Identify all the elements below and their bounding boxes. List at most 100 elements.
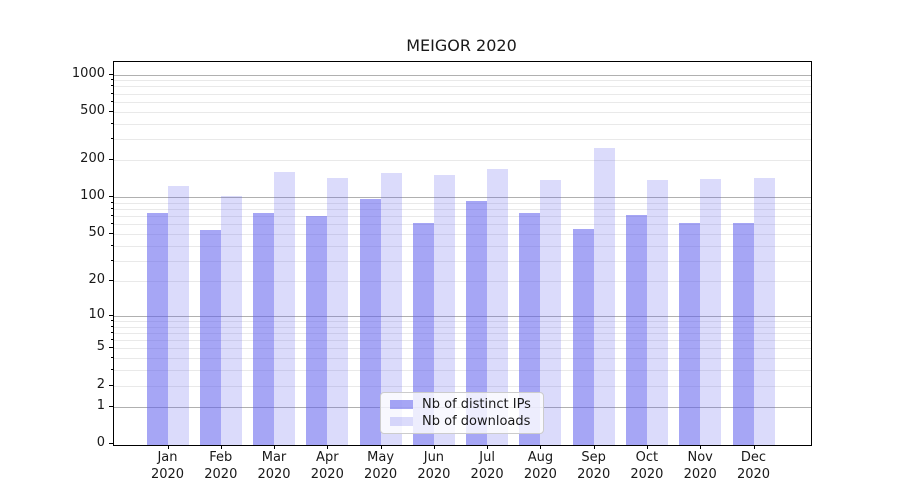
y-tick-minor — [110, 259, 113, 261]
y-tick-minor — [110, 332, 113, 333]
bar-downloads-9 — [593, 147, 615, 445]
gridline-minor — [114, 326, 811, 328]
gridline-minor — [114, 224, 811, 226]
bar-distinct-ips-10 — [625, 215, 647, 445]
gridline-minor — [114, 260, 811, 262]
y-tick-major — [109, 443, 113, 445]
y-tick-label: 2 — [96, 376, 105, 392]
legend-label-downloads: Nb of downloads — [422, 413, 531, 429]
x-tick — [487, 445, 489, 449]
y-tick-label: 20 — [88, 272, 105, 288]
y-tick-major — [109, 110, 113, 112]
gridline-minor — [114, 111, 811, 113]
y-tick-major — [109, 73, 113, 75]
y-tick-minor — [110, 223, 113, 225]
y-tick-minor — [110, 92, 113, 94]
legend-swatch-downloads — [390, 416, 413, 426]
bar-distinct-ips-6 — [412, 223, 434, 445]
x-tick-label: Apr 2020 — [310, 450, 344, 482]
bar-distinct-ips-1 — [146, 213, 168, 445]
y-tick-label: 1000 — [71, 65, 105, 81]
bar-downloads-3 — [274, 171, 295, 445]
gridline-minor — [114, 348, 811, 350]
legend-item-downloads: Nb of downloads — [390, 414, 534, 429]
bar-downloads-5 — [380, 173, 402, 445]
y-tick-label: 200 — [80, 151, 105, 167]
gridline-major — [114, 197, 811, 199]
plot-area — [113, 61, 812, 446]
gridline-major — [114, 315, 811, 317]
x-tick — [274, 445, 275, 449]
x-tick — [220, 445, 222, 449]
gridline-minor — [114, 321, 811, 323]
y-tick-major — [109, 196, 113, 198]
bar-downloads-2 — [220, 195, 242, 445]
y-tick-minor — [110, 208, 113, 210]
legend-swatch-distinct-ips — [390, 400, 413, 410]
y-tick-minor — [110, 201, 113, 203]
x-tick-label: Nov 2020 — [683, 450, 717, 482]
gridline-minor — [114, 333, 811, 334]
legend: Nb of distinct IPs Nb of downloads — [380, 392, 544, 434]
y-tick-minor — [110, 339, 113, 341]
y-tick-major — [109, 314, 113, 316]
bar-distinct-ips-8 — [519, 213, 541, 445]
legend-item-distinct-ips: Nb of distinct IPs — [390, 397, 534, 412]
x-tick-label: May 2020 — [364, 450, 398, 482]
chart-title: MEIGOR 2020 — [406, 36, 517, 55]
y-tick-label: 500 — [80, 102, 105, 118]
x-tick-label: Oct 2020 — [630, 450, 664, 482]
y-tick-minor — [110, 320, 113, 322]
x-tick — [433, 445, 435, 449]
x-tick — [327, 445, 329, 449]
y-tick-label: 100 — [80, 188, 105, 204]
x-tick — [700, 445, 702, 449]
gridline-minor — [114, 370, 811, 372]
x-tick-label: Jun 2020 — [417, 450, 451, 482]
y-tick-label: 1 — [96, 398, 105, 414]
gridline-minor — [114, 245, 811, 247]
gridline-minor — [114, 358, 811, 360]
y-tick-minor — [110, 79, 113, 81]
x-tick-label: Dec 2020 — [736, 450, 771, 482]
y-tick-minor — [110, 357, 113, 359]
gridline-minor — [114, 385, 811, 387]
bar-distinct-ips-4 — [306, 216, 328, 445]
gridline-minor — [114, 160, 811, 162]
legend-label-distinct-ips: Nb of distinct IPs — [422, 397, 531, 413]
gridline-minor — [114, 209, 811, 211]
bar-distinct-ips-5 — [359, 199, 381, 445]
gridline-minor — [114, 202, 811, 204]
x-tick-label: Mar 2020 — [257, 450, 291, 482]
x-tick-label: Sep 2020 — [577, 450, 611, 482]
y-tick-minor — [110, 325, 113, 327]
x-tick — [380, 445, 382, 449]
bar-downloads-10 — [646, 180, 668, 445]
bar-distinct-ips-11 — [679, 223, 701, 445]
gridline-minor — [114, 80, 811, 82]
gridline-minor — [114, 86, 811, 88]
y-tick-label: 5 — [96, 339, 105, 355]
y-tick-major — [109, 159, 113, 161]
gridline-minor — [114, 123, 811, 125]
bar-downloads-11 — [700, 179, 722, 445]
x-tick-label: Jan 2020 — [150, 450, 185, 482]
gridline-minor — [114, 138, 811, 140]
bar-downloads-12 — [753, 178, 775, 445]
y-tick-major — [109, 384, 113, 386]
bar-distinct-ips-12 — [732, 222, 754, 445]
y-tick-major — [109, 280, 113, 282]
y-tick-major — [109, 347, 113, 349]
x-tick — [753, 445, 755, 449]
y-tick-label: 50 — [88, 224, 105, 240]
gridline-minor — [114, 93, 811, 95]
bar-downloads-4 — [327, 177, 349, 445]
y-tick-minor — [110, 137, 113, 139]
y-tick-minor — [110, 122, 113, 124]
gridline-minor — [114, 340, 811, 342]
gridline-major — [114, 74, 811, 76]
gridline-minor — [114, 216, 811, 218]
y-tick-minor — [110, 215, 113, 217]
bar-distinct-ips-7 — [466, 200, 488, 445]
